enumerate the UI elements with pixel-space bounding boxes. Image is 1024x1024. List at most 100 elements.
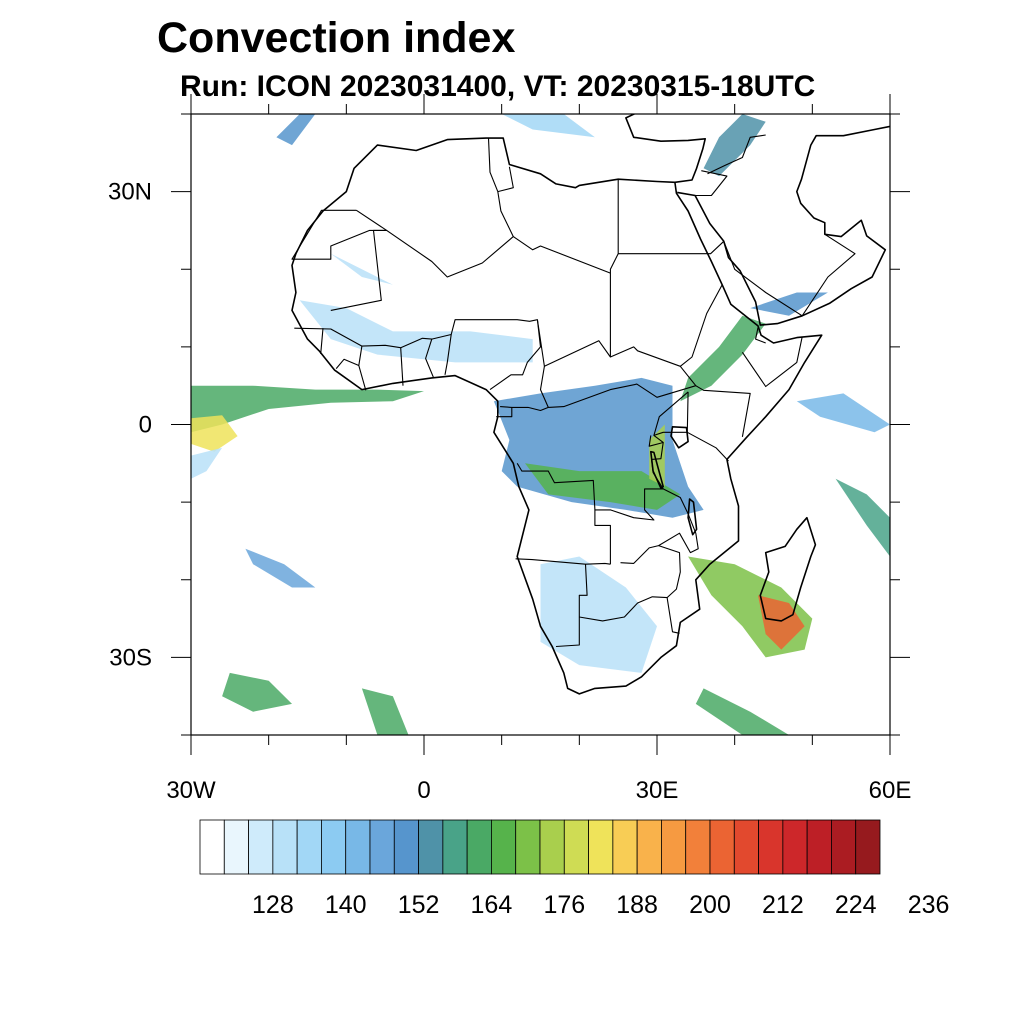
lon-tick-label: 0 bbox=[417, 777, 430, 804]
field-region-southwest-atlantic-cells bbox=[222, 672, 292, 712]
colorbar-swatch bbox=[612, 819, 638, 875]
country-border bbox=[723, 233, 856, 317]
colorbar-label: 164 bbox=[471, 891, 513, 919]
field-region-atlantic-equatorial-band bbox=[191, 385, 424, 433]
country-border bbox=[497, 166, 514, 193]
field-region-madagascar-core bbox=[758, 595, 805, 650]
lon-tick-label: 60E bbox=[869, 777, 912, 804]
africa-coastline bbox=[291, 137, 823, 695]
country-border bbox=[294, 273, 611, 367]
country-border bbox=[320, 328, 324, 354]
country-border bbox=[679, 365, 697, 387]
country-border bbox=[610, 284, 723, 367]
coastlines bbox=[291, 114, 890, 695]
colorbar-swatch bbox=[782, 819, 808, 875]
page-title: Convection index bbox=[157, 14, 516, 62]
country-border bbox=[291, 209, 388, 260]
colorbar-label: 200 bbox=[689, 891, 731, 919]
levant-coastline bbox=[625, 114, 707, 184]
country-border bbox=[358, 346, 367, 391]
field-region-south-atlantic-streak bbox=[245, 548, 316, 588]
country-border bbox=[741, 336, 803, 388]
colorbar-swatch bbox=[272, 819, 298, 875]
colorbar-swatch bbox=[223, 819, 249, 875]
colorbar-label: 236 bbox=[908, 891, 950, 919]
colorbar-label: 212 bbox=[762, 891, 804, 919]
field-region-atlantic-core bbox=[191, 415, 238, 452]
field-region-south-atlantic-cell-2 bbox=[361, 688, 409, 735]
country-border bbox=[496, 407, 513, 418]
country-border bbox=[335, 358, 360, 369]
country-border bbox=[620, 545, 681, 599]
field-region-congo-core bbox=[525, 463, 681, 510]
country-border bbox=[648, 434, 664, 447]
colorbar-swatch bbox=[855, 819, 881, 875]
field-region-sahel-scatter bbox=[299, 300, 533, 363]
country-border bbox=[594, 488, 664, 565]
country-border bbox=[386, 191, 514, 278]
colorbar-swatch bbox=[248, 819, 274, 875]
colorbar-swatch bbox=[369, 819, 395, 875]
lat-tick-label: 30N bbox=[108, 179, 152, 206]
country-border bbox=[755, 327, 766, 344]
country-border bbox=[548, 383, 751, 437]
field-region-sahara-streak bbox=[330, 253, 393, 285]
country-border bbox=[444, 334, 452, 375]
country-border bbox=[618, 240, 725, 255]
colorbar-swatch bbox=[393, 819, 419, 875]
madagascar-coastline bbox=[759, 516, 817, 622]
country-border bbox=[653, 391, 689, 436]
country-border bbox=[707, 134, 766, 175]
field-region-mozambique-channel bbox=[688, 556, 813, 658]
colorbar-swatch bbox=[345, 819, 371, 875]
field-region-indian-ocean-north bbox=[796, 393, 890, 433]
colorbar-swatch bbox=[588, 819, 614, 875]
colorbar-label: 188 bbox=[616, 891, 658, 919]
colorbar-swatch bbox=[491, 819, 517, 875]
colorbar-swatch bbox=[709, 819, 735, 875]
lake-outline bbox=[670, 425, 689, 449]
colorbar-swatch bbox=[831, 819, 857, 875]
colorbar-label: 176 bbox=[543, 891, 585, 919]
colorbar-label: 152 bbox=[398, 891, 440, 919]
colorbar-swatch bbox=[563, 819, 589, 875]
country-border bbox=[330, 229, 387, 311]
colorbar-label: 128 bbox=[252, 891, 294, 919]
colorbar-swatch bbox=[636, 819, 662, 875]
colorbar-swatch bbox=[321, 819, 347, 875]
lon-tick-label: 30W bbox=[166, 777, 216, 804]
lon-tick-label: 30E bbox=[636, 777, 679, 804]
colorbar-swatch bbox=[758, 819, 784, 875]
field-region-mediterranean-north bbox=[501, 114, 595, 138]
page-subtitle: Run: ICON 2023031400, VT: 20230315-18UTC bbox=[180, 70, 816, 103]
arabia-coastline bbox=[677, 125, 890, 326]
country-border bbox=[400, 347, 404, 386]
country-border bbox=[555, 564, 588, 648]
field-region-upper-left-streak bbox=[276, 114, 316, 146]
country-borders bbox=[291, 134, 856, 648]
colorbar-swatch bbox=[442, 819, 468, 875]
country-border bbox=[579, 596, 680, 634]
field-region-arabia-yemen bbox=[750, 292, 828, 316]
country-border bbox=[487, 138, 499, 192]
colorbar-swatch bbox=[418, 819, 444, 875]
colorbar-swatch bbox=[806, 819, 832, 875]
lat-tick-label: 30S bbox=[109, 644, 152, 671]
colorbar-swatch bbox=[685, 819, 711, 875]
country-border bbox=[651, 442, 699, 554]
colorbar-swatch bbox=[733, 819, 759, 875]
field-region-agulhas-streak bbox=[695, 688, 789, 735]
colorbar-label: 224 bbox=[835, 891, 877, 919]
field-region-atlantic-tail bbox=[191, 447, 223, 479]
field-region-ethiopia-band bbox=[680, 315, 766, 402]
country-border bbox=[512, 179, 619, 274]
field-region-indian-ocean-east bbox=[835, 478, 890, 557]
lat-tick-label: 0 bbox=[139, 412, 152, 439]
country-border bbox=[489, 319, 542, 391]
colorbar-swatch bbox=[466, 819, 492, 875]
colorbar-swatch bbox=[661, 819, 687, 875]
colorbar: 128 140 152 164 176 188 200 212 224 236 bbox=[199, 819, 950, 919]
axis-ticks: 30W 0 30E 60E 30N 0 30S bbox=[108, 94, 911, 804]
colorbar-label: 140 bbox=[325, 891, 367, 919]
